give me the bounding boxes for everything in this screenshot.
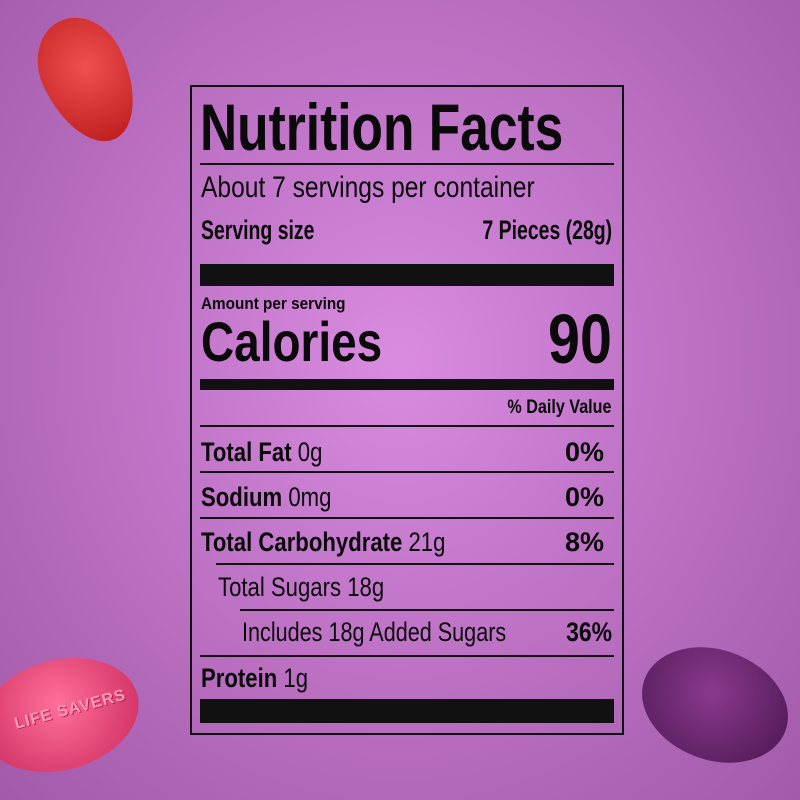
candy-pink: LIFE SAVERS xyxy=(0,641,152,789)
nutrient-total-carbohydrate: Total Carbohydrate 21g xyxy=(201,527,446,557)
candy-embossed-text: LIFE SAVERS xyxy=(12,686,128,733)
calories-label: Calories xyxy=(201,310,383,373)
nutrition-facts-label: Nutrition Facts About 7 servings per con… xyxy=(190,85,624,735)
dv-added-sugars: 36% xyxy=(566,617,612,647)
medium-divider xyxy=(200,379,614,390)
servings-per-container: About 7 servings per container xyxy=(201,171,535,204)
divider xyxy=(200,517,614,519)
thick-divider xyxy=(200,264,614,286)
divider xyxy=(216,563,614,565)
nutrient-total-sugars: Total Sugars 18g xyxy=(218,572,385,602)
daily-value-header: % Daily Value xyxy=(507,397,612,418)
nutrient-protein: Protein 1g xyxy=(201,663,309,693)
nutrient-added-sugars: Includes 18g Added Sugars xyxy=(242,617,507,647)
serving-size-label: Serving size xyxy=(201,215,315,245)
nutrient-sodium: Sodium 0mg xyxy=(201,482,332,512)
divider xyxy=(200,471,614,473)
thick-divider-bottom xyxy=(200,699,614,723)
dv-total-fat: 0% xyxy=(564,437,604,467)
divider xyxy=(240,609,614,611)
dv-total-carbohydrate: 8% xyxy=(564,527,604,557)
divider xyxy=(200,655,614,657)
candy-red xyxy=(21,3,154,157)
serving-size-value: 7 Pieces (28g) xyxy=(482,215,612,245)
nutrient-total-fat: Total Fat 0g xyxy=(201,437,323,467)
calories-value: 90 xyxy=(548,300,612,378)
candy-purple xyxy=(625,627,800,783)
dv-sodium: 0% xyxy=(564,482,604,512)
divider xyxy=(200,163,614,165)
amount-per-serving: Amount per serving xyxy=(201,294,346,313)
title: Nutrition Facts xyxy=(200,90,564,164)
divider xyxy=(200,425,614,427)
